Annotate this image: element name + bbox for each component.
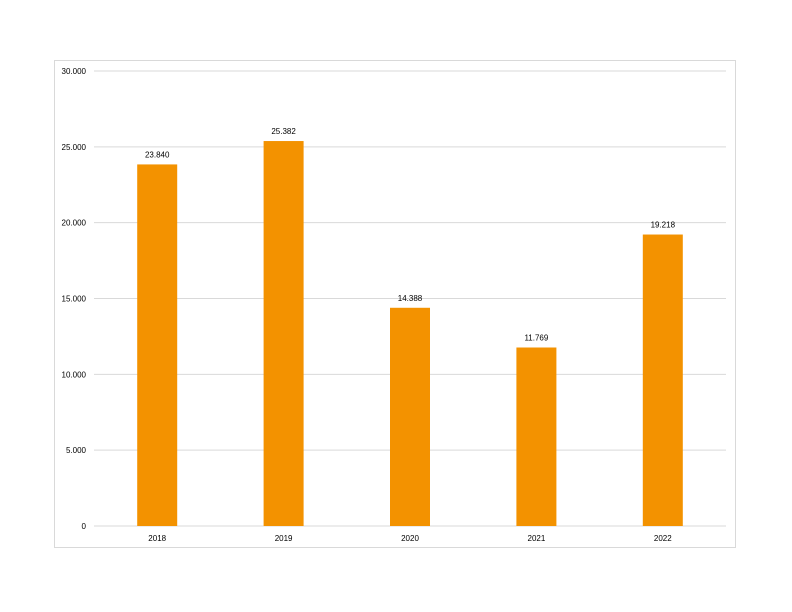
data-label-2020: 14.388 [398, 294, 423, 303]
data-label-2022: 19.218 [651, 221, 676, 230]
y-tick-label: 15.000 [62, 295, 87, 304]
data-label-2019: 25.382 [271, 127, 296, 136]
y-tick-label: 0 [82, 522, 87, 531]
y-tick-label: 30.000 [62, 67, 87, 76]
y-tick-label: 10.000 [62, 370, 87, 379]
y-tick-label: 20.000 [62, 219, 87, 228]
bar-2019 [263, 141, 304, 526]
bar-2018 [137, 164, 178, 526]
data-label-2021: 11.769 [524, 334, 548, 343]
bar-2022 [642, 234, 683, 527]
x-tick-label: 2022 [654, 534, 672, 543]
y-tick-label: 25.000 [62, 143, 87, 152]
x-tick-label: 2021 [528, 534, 546, 543]
bar-2021 [516, 347, 557, 526]
y-tick-label: 5.000 [66, 446, 87, 455]
bar-2020 [390, 307, 430, 526]
x-tick-label: 2019 [275, 534, 293, 543]
x-tick-label: 2018 [148, 534, 166, 543]
x-tick-label: 2020 [401, 534, 419, 543]
data-label-2018: 23.840 [145, 150, 170, 159]
